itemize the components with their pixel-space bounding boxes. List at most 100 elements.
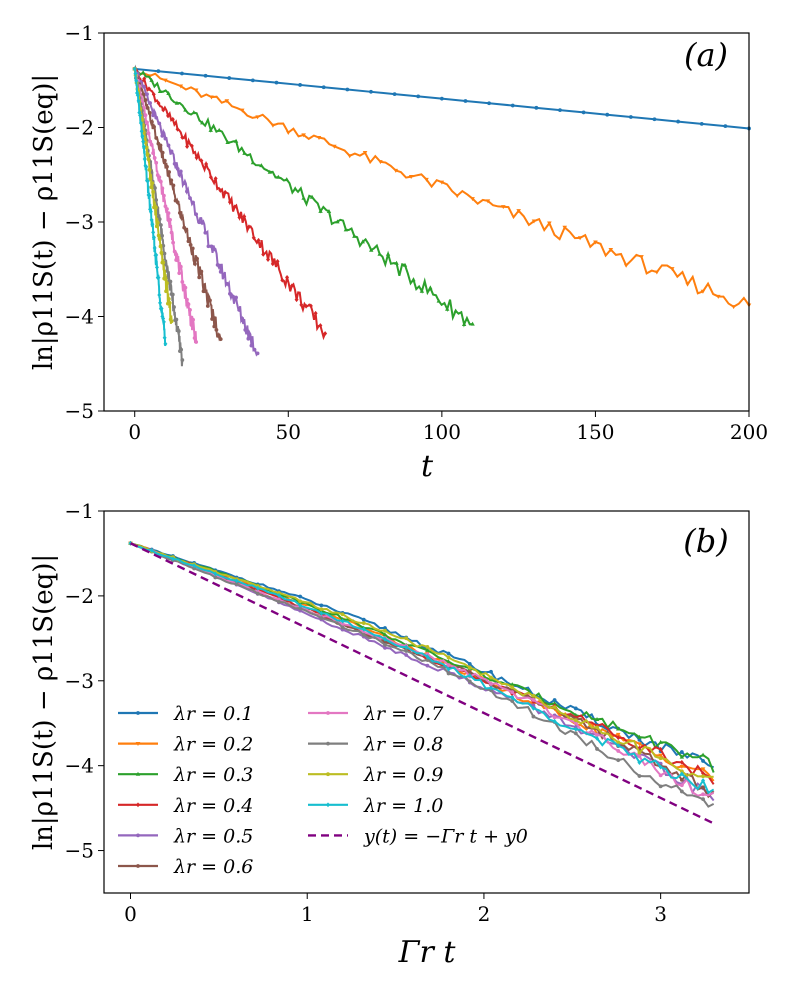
panel-b-series-point xyxy=(595,747,599,751)
panel-a-series-point xyxy=(166,91,171,96)
panel-a-series-point xyxy=(183,107,188,112)
legend-label: λr = 0.7 xyxy=(363,703,444,725)
panel-b-series-point xyxy=(701,785,705,790)
panel-b-series-point xyxy=(446,659,451,664)
panel-a-series-point xyxy=(170,292,175,297)
panel-a-series-point xyxy=(218,269,223,274)
panel-a-series-point xyxy=(154,136,159,140)
legend: λr = 0.1 λr = 0.2 λr = 0.3 λr = 0.4 λr = 0.5… xyxy=(118,703,528,878)
panel-a-series-point xyxy=(185,297,189,302)
panel-a-series-point xyxy=(463,99,468,103)
panel-a-series-point xyxy=(251,235,256,241)
panel-a-series-point xyxy=(146,86,151,92)
legend-marker xyxy=(326,802,330,808)
panel-a-series-point xyxy=(323,331,328,336)
panel-a-series-point xyxy=(186,239,191,244)
panel-a-series-point xyxy=(180,216,184,220)
panel-a-series-point xyxy=(243,327,248,332)
panel-b-series-point xyxy=(658,753,663,758)
panel-b-series-point xyxy=(404,636,409,641)
panel-a-series-point xyxy=(392,92,397,96)
panel-b-ticks: 0 1 2 3 −5 −4 −3 −2 −1 xyxy=(65,499,667,926)
panel-a-series-point xyxy=(699,121,704,126)
panel-a-series-point xyxy=(160,150,165,155)
panel-a-series-point xyxy=(639,255,644,260)
panel-a-series-point xyxy=(180,71,184,76)
panel-b-series-point xyxy=(255,591,260,596)
panel-a-series-point xyxy=(225,140,230,145)
panel-b-series-point xyxy=(298,594,303,599)
panel-a-series-point xyxy=(135,92,140,98)
panel-b-series-point xyxy=(298,603,303,608)
panel-a-series-point xyxy=(166,297,171,301)
panel-b-fit-line xyxy=(129,542,715,825)
panel-b-ytick-label: −1 xyxy=(65,499,94,523)
panel-b-series-point xyxy=(531,706,536,711)
panel-a-series-point xyxy=(223,189,228,195)
panel-a-series-point xyxy=(200,120,205,125)
panel-a-series-point xyxy=(161,193,166,198)
panel-a-series-point xyxy=(261,251,266,257)
panel-a-series-point xyxy=(164,268,169,273)
panel-a-series-point xyxy=(157,217,162,222)
panel-a-series-point xyxy=(144,145,149,150)
legend-item: λr = 0.4 xyxy=(118,795,253,817)
panel-b-series-point xyxy=(701,792,705,797)
panel-a-series-point xyxy=(159,250,164,255)
panel-a-series-point xyxy=(424,177,429,182)
panel-a-series-point xyxy=(436,298,441,303)
panel-a-series-point xyxy=(171,183,176,188)
legend-marker xyxy=(326,711,330,715)
panel-b-series-point xyxy=(658,784,663,789)
panel-b: 0 1 2 3 −5 −4 −3 −2 −1 (b) Γr t ln|ρ11S(t) − ρ11… xyxy=(29,499,750,970)
panel-a-series-point xyxy=(233,138,239,143)
panel-b-series-point xyxy=(573,706,578,711)
panel-b-series-point xyxy=(531,714,536,719)
panel-a-series-point xyxy=(147,110,152,115)
panel-a-series-point xyxy=(562,225,568,230)
panel-a-series-point xyxy=(203,289,208,294)
panel-a-series-point xyxy=(313,310,318,316)
panel-b-series-point xyxy=(573,726,578,732)
panel-a-series-point xyxy=(321,85,326,90)
panel-a-series-point xyxy=(516,209,521,214)
panel-b-series-point xyxy=(277,599,281,604)
panel-a-series-point xyxy=(167,300,172,305)
panel-a-series-point xyxy=(161,316,166,321)
panel-b-series-point xyxy=(637,774,642,778)
panel-a-series-point xyxy=(266,257,271,262)
panel-b-series-point xyxy=(552,698,557,702)
panel-b-series-point xyxy=(446,655,451,660)
panel-b-ytick-label: −3 xyxy=(65,669,94,693)
panel-a-series-point xyxy=(151,189,156,194)
panel-b-series-point xyxy=(658,756,663,761)
panel-a-series-point xyxy=(500,205,506,210)
panel-a-series-point xyxy=(362,151,368,156)
panel-b-series-point xyxy=(701,771,706,776)
panel-b-series-point xyxy=(510,682,515,687)
panel-a-series-point xyxy=(267,169,273,174)
legend-label: λr = 0.2 xyxy=(173,734,253,756)
panel-a-series-point xyxy=(181,181,186,186)
panel-b-series-point xyxy=(679,783,684,788)
panel-b-series-point xyxy=(531,693,536,698)
panel-a-series-point xyxy=(232,204,237,210)
panel-a-series-point xyxy=(157,292,162,298)
panel-b-series-point xyxy=(446,651,451,656)
panel-a-series-point xyxy=(172,249,177,254)
legend-item: λr = 0.9 xyxy=(308,764,443,786)
panel-a-series-point xyxy=(275,258,280,264)
panel-b-series-point xyxy=(319,607,324,612)
panel-a-series-point xyxy=(215,262,220,267)
panel-b-series-point xyxy=(361,617,366,622)
panel-a-series-point xyxy=(652,117,657,122)
legend-label: λr = 0.8 xyxy=(363,734,443,756)
panel-a-series-point xyxy=(200,221,205,225)
panel-a-series-point xyxy=(156,100,161,106)
panel-b-series-point xyxy=(679,764,685,769)
panel-a-series-point xyxy=(151,151,156,155)
panel-a-series-point xyxy=(255,351,260,356)
panel-a-series-point xyxy=(209,244,214,249)
panel-a-series-point xyxy=(249,343,254,348)
